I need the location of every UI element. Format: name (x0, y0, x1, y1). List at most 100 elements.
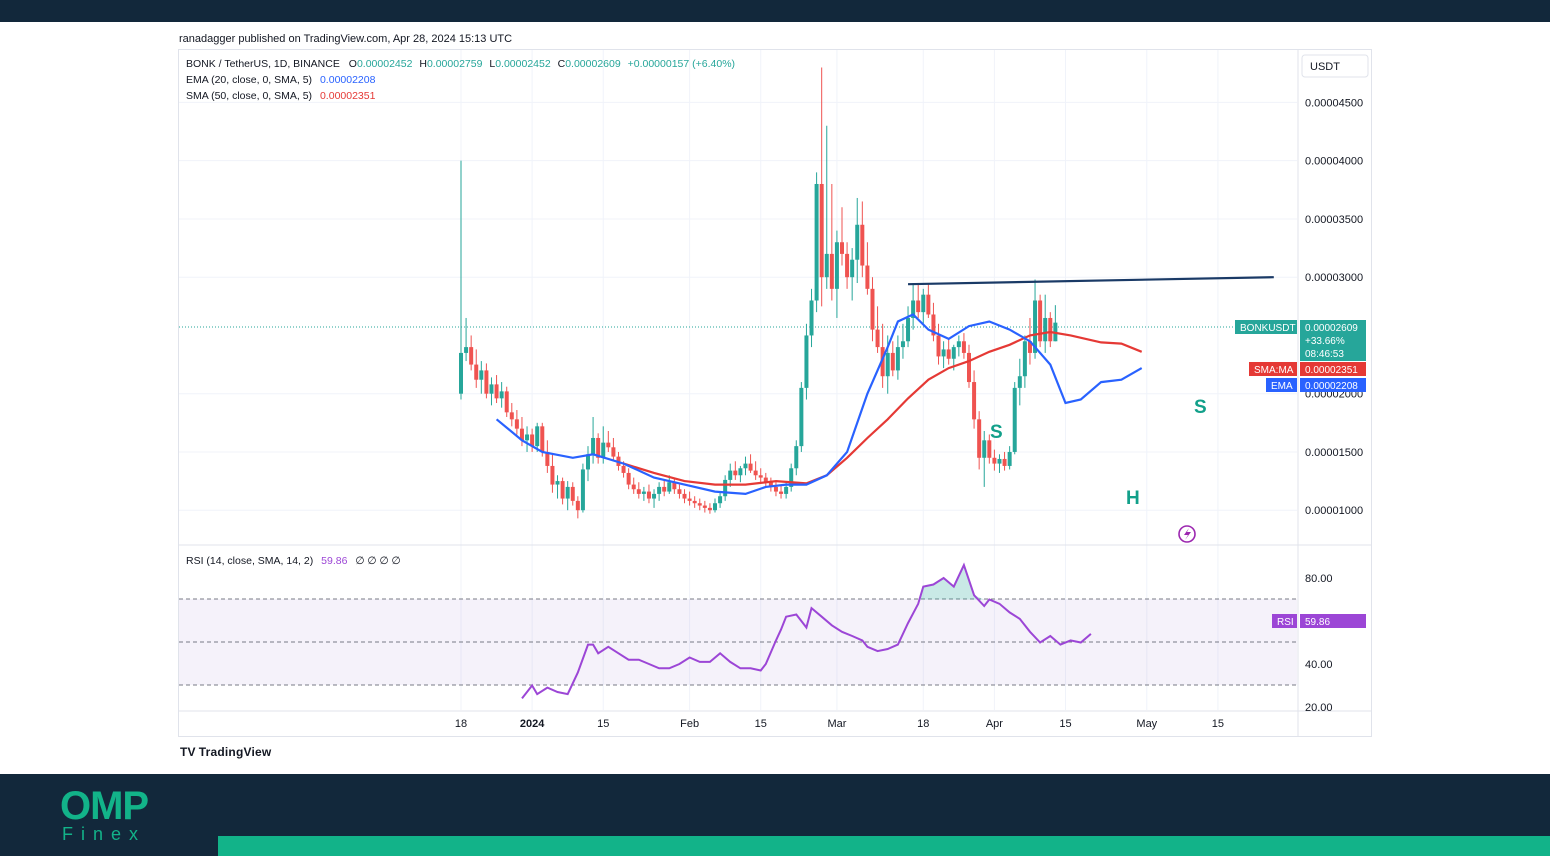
candle-body (885, 352, 890, 377)
candle-body (606, 442, 611, 448)
candle-body (611, 447, 616, 457)
candle-body (900, 341, 905, 348)
price-tick-label: 0.00001000 (1305, 505, 1363, 517)
time-tick-label: Apr (986, 718, 1003, 730)
candle (606, 430, 611, 452)
time-tick-label: 15 (597, 718, 609, 730)
candle-body (1022, 341, 1027, 377)
candle (464, 317, 469, 362)
candle (753, 461, 758, 480)
svg-text:RSI (14, close, SMA, 14, 2): RSI (14, close, SMA, 14, 2) 59.86 ∅ ∅ ∅ … (186, 555, 401, 567)
candle-body (768, 482, 773, 487)
candle (636, 482, 641, 499)
candle (1038, 294, 1043, 348)
candle (1022, 335, 1027, 388)
candle (743, 456, 748, 476)
candle-body (814, 183, 819, 301)
candle (921, 288, 926, 324)
candle-body (464, 347, 469, 353)
candle-body (784, 486, 789, 494)
candle (591, 417, 596, 464)
candle-body (951, 347, 956, 359)
candle-body (946, 349, 951, 359)
candle-body (895, 347, 900, 371)
candle (855, 197, 860, 284)
tradingview-brand[interactable]: TV TradingView (180, 745, 271, 759)
candle (657, 482, 662, 501)
candle (733, 461, 738, 480)
candle-body (870, 288, 875, 330)
candle-body (479, 370, 484, 380)
candle-body (646, 491, 651, 499)
time-tick-label: 18 (917, 718, 929, 730)
candle-body (921, 294, 926, 313)
candle-body (636, 489, 641, 494)
flash-icon[interactable] (1178, 525, 1196, 543)
candle-body (733, 470, 738, 476)
legend-l-label: L (489, 58, 495, 70)
candle-body (687, 498, 692, 501)
candle (646, 484, 651, 504)
legend-ema-value: 0.00002208 (320, 74, 376, 86)
price-axis[interactable]: 0.00004500 0.00004000 0.00003500 0.00003000… (1305, 97, 1363, 517)
candle (565, 481, 570, 511)
legend-change: +0.00000157 (+6.40%) (628, 58, 735, 70)
currency-button[interactable]: USDT (1301, 54, 1369, 78)
candle-body (956, 341, 961, 348)
candle-body (560, 481, 565, 499)
svg-text:BONK / TetherUS, 1D, BINANCE: BONK / TetherUS, 1D, BINANCE O0.00002452… (186, 58, 735, 70)
candle-body (707, 507, 712, 511)
candle-body (1007, 451, 1012, 466)
candle-body (804, 335, 809, 388)
candle-body (743, 463, 748, 469)
currency-label: USDT (1310, 61, 1340, 73)
candle (1053, 305, 1058, 342)
badge-rsi: RSI 59.86 (1272, 614, 1366, 628)
candle (728, 463, 733, 487)
time-axis[interactable]: 18 2024 15 Feb 15 Mar 18 Apr 15 May 15 (455, 718, 1224, 730)
legend-rsi-label: RSI (14, close, SMA, 14, 2) (186, 555, 313, 567)
omp-logo: OMP (60, 784, 149, 828)
legend-o-label: O (349, 58, 357, 70)
candle (555, 475, 560, 499)
time-tick-label: May (1136, 718, 1157, 730)
candle-body (794, 446, 799, 469)
candle-body (1012, 387, 1017, 452)
candle-body (459, 352, 463, 394)
candle (545, 440, 550, 473)
candle-body (967, 352, 971, 383)
candle (880, 323, 885, 388)
candle (804, 323, 809, 400)
rsi-tick-label: 80.00 (1305, 573, 1333, 585)
legend-sma-value: 0.00002351 (320, 90, 376, 102)
candle-body (596, 437, 601, 458)
candle-body (977, 419, 982, 458)
candle-body (916, 300, 921, 313)
candle (469, 335, 474, 371)
candle (631, 477, 636, 494)
candle-body (555, 481, 560, 485)
badge-price-value: 0.00002609 (1305, 323, 1358, 334)
candle (504, 386, 509, 418)
candle (997, 454, 1002, 473)
tradingview-label: TradingView (198, 745, 272, 759)
badge-price-change: +33.66% (1305, 336, 1345, 347)
candle-body (1002, 458, 1007, 466)
candle (672, 477, 677, 494)
candle (956, 335, 961, 357)
candle-body (601, 442, 606, 458)
candle (987, 434, 992, 464)
candle-body (860, 224, 865, 266)
candle (484, 363, 489, 399)
candle-body (519, 428, 524, 441)
candle-body (987, 440, 992, 458)
candle (687, 491, 692, 506)
candle (931, 302, 936, 342)
candle-body (1038, 300, 1043, 342)
candle (763, 472, 768, 487)
candle-body (824, 253, 829, 278)
candle (575, 496, 580, 519)
rsi-axis[interactable]: 80.00 40.00 20.00 (1305, 573, 1333, 714)
candle-body (682, 493, 687, 499)
